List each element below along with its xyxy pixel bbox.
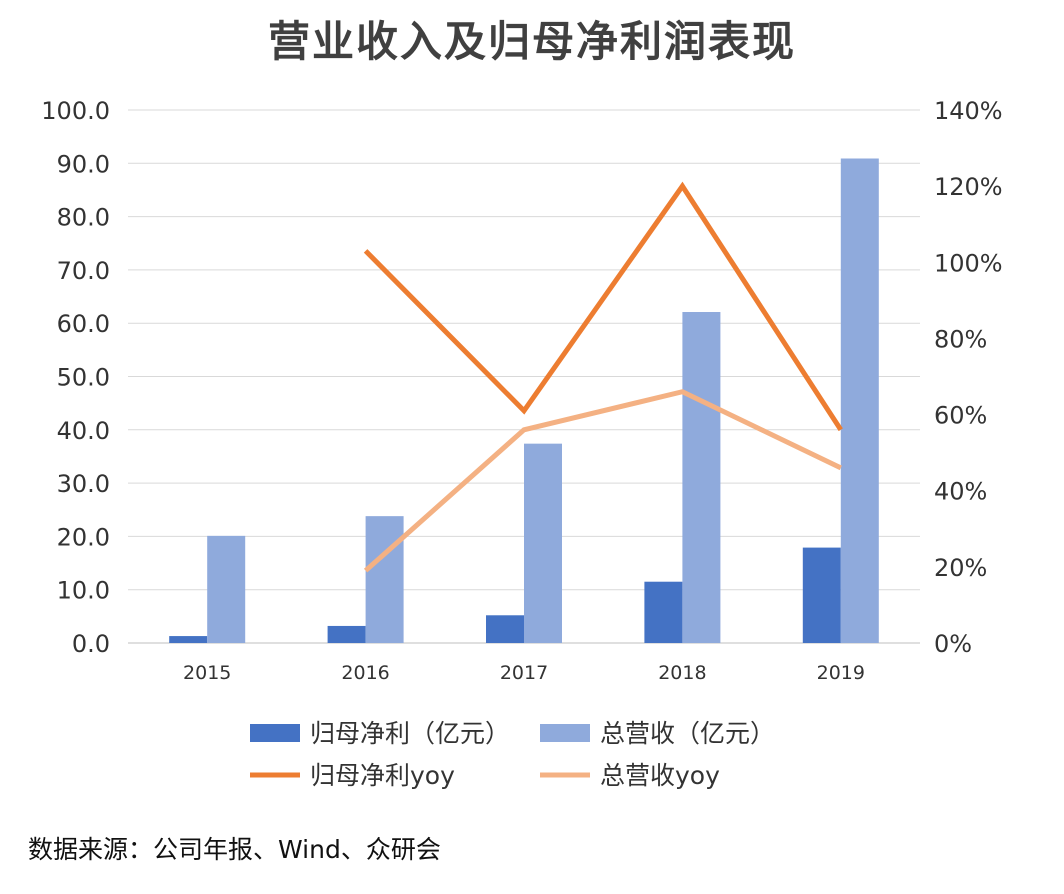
right-tick-label: 80% [934, 325, 987, 353]
bar-revenue [365, 516, 404, 643]
right-axis-ticks: 0% 20% 40% 60% 80% 100% 120% 140% [934, 97, 1003, 658]
x-tick-label: 2015 [183, 662, 231, 684]
line-series [363, 181, 843, 573]
bar-revenue [682, 312, 721, 643]
left-tick-label: 20.0 [57, 523, 110, 551]
bar-net-profit [327, 625, 366, 643]
left-tick-label: 0.0 [72, 630, 110, 658]
x-tick-label: 2018 [658, 662, 706, 684]
combo-chart: 0.0 10.0 20.0 30.0 40.0 50.0 60.0 70.0 80.0 90.0 1… [41, 97, 1003, 790]
line-net-profit-yoy [363, 181, 843, 432]
left-tick-label: 60.0 [57, 310, 110, 338]
x-axis-ticks: 2015 2016 2017 2018 2019 [183, 662, 865, 684]
left-tick-label: 10.0 [57, 577, 110, 605]
bar-series [169, 158, 879, 644]
bar-net-profit [486, 615, 524, 643]
bar-net-profit [802, 547, 841, 643]
bar-revenue [840, 158, 879, 644]
legend-label: 总营收yoy [600, 761, 720, 790]
x-tick-label: 2019 [817, 662, 865, 684]
right-tick-label: 100% [934, 249, 1003, 277]
bar-revenue [207, 535, 246, 643]
left-tick-label: 70.0 [57, 257, 110, 285]
left-tick-label: 50.0 [57, 364, 110, 392]
legend-label: 总营收（亿元） [600, 719, 775, 748]
left-axis-ticks: 0.0 10.0 20.0 30.0 40.0 50.0 60.0 70.0 80.0 90.0 1… [41, 97, 110, 658]
left-tick-label: 90.0 [57, 150, 110, 178]
x-tick-label: 2016 [341, 662, 389, 684]
x-tick-label: 2017 [500, 662, 548, 684]
bar-revenue [524, 443, 562, 643]
right-tick-label: 120% [934, 173, 1003, 201]
legend-label: 归母净利（亿元） [310, 719, 510, 748]
right-tick-label: 0% [934, 630, 972, 658]
left-tick-label: 80.0 [57, 204, 110, 232]
left-tick-label: 100.0 [41, 97, 110, 125]
left-tick-label: 30.0 [57, 470, 110, 498]
source-note: 数据来源：公司年报、Wind、众研会 [28, 835, 441, 864]
legend-swatch [250, 724, 300, 742]
right-tick-label: 140% [934, 97, 1003, 125]
legend: 归母净利（亿元） 总营收（亿元） 归母净利yoy 总营收yoy [250, 719, 775, 790]
bar-net-profit [169, 636, 208, 643]
legend-label: 归母净利yoy [310, 761, 455, 790]
left-tick-label: 40.0 [57, 417, 110, 445]
right-tick-label: 20% [934, 554, 987, 582]
legend-swatch [540, 724, 590, 742]
chart-title: 营业收入及归母净利润表现 [267, 17, 796, 66]
right-tick-label: 60% [934, 402, 987, 430]
line-revenue-yoy [363, 389, 842, 573]
right-tick-label: 40% [934, 478, 987, 506]
bar-net-profit [644, 581, 683, 643]
